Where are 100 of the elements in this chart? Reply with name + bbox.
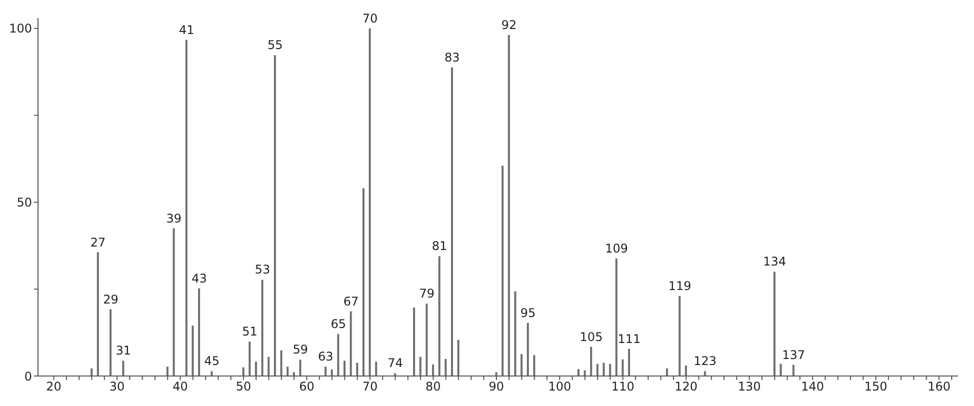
bar: [337, 334, 340, 376]
bar: [609, 364, 612, 376]
bar: [628, 348, 630, 376]
y-tick-label: 0: [24, 369, 32, 384]
annotation: 27: [90, 235, 106, 250]
bar: [261, 280, 264, 376]
x-tick-label: 130: [738, 380, 761, 394]
bar: [438, 256, 440, 376]
bar: [368, 28, 371, 376]
bar: [210, 371, 213, 376]
annotation: 67: [343, 294, 359, 308]
bar: [122, 360, 124, 376]
x-tick-label: 60: [299, 380, 314, 394]
bar: [330, 369, 333, 376]
annotation: 109: [605, 242, 628, 256]
annotation: 92: [501, 18, 517, 32]
x-tick-label: 30: [109, 380, 125, 394]
x-tick-label: 50: [236, 380, 252, 394]
bar: [185, 40, 188, 376]
annotation: 31: [116, 344, 131, 358]
bar: [198, 288, 200, 376]
bar: [596, 364, 598, 376]
bar: [350, 311, 352, 376]
bar: [166, 366, 168, 376]
x-tick-label: 80: [426, 380, 441, 394]
annotation: 137: [782, 348, 806, 362]
bar: [280, 350, 282, 376]
bar: [704, 371, 706, 376]
bar: [508, 35, 510, 376]
x-tick-label: 100: [548, 380, 572, 394]
annotation: 95: [520, 306, 536, 320]
bar: [457, 340, 460, 376]
x-tick-label: 110: [611, 380, 634, 394]
bar: [678, 296, 681, 376]
y-tick-label: 50: [16, 195, 32, 210]
annotation: 29: [103, 292, 118, 306]
annotation: 63: [318, 350, 334, 364]
bar: [274, 55, 276, 376]
x-tick-label: 140: [801, 380, 824, 394]
bar: [584, 370, 586, 376]
annotation: 59: [292, 342, 308, 357]
bar: [375, 362, 378, 376]
bar: [286, 366, 289, 376]
bar: [96, 252, 99, 376]
bar: [622, 359, 624, 376]
bar: [502, 166, 504, 376]
bar: [684, 366, 687, 376]
bar: [248, 342, 251, 376]
bar: [356, 362, 358, 376]
bar: [792, 364, 794, 376]
bar: [432, 364, 434, 376]
annotation: 70: [362, 11, 378, 26]
bar: [254, 362, 257, 376]
annotation: 105: [580, 330, 603, 344]
bar: [242, 367, 244, 376]
annotation: 45: [204, 354, 220, 368]
bar: [533, 355, 536, 376]
bar: [90, 368, 93, 376]
annotation: 51: [242, 324, 258, 339]
x-tick-label: 20: [46, 380, 62, 394]
annotation: 83: [444, 50, 460, 64]
bar: [413, 308, 416, 376]
bar: [520, 354, 523, 376]
bar: [615, 258, 618, 376]
bar: [666, 368, 668, 376]
bar: [192, 326, 194, 376]
annotation: 123: [694, 354, 717, 368]
bar: [344, 360, 346, 376]
annotation: 111: [618, 332, 641, 346]
bar: [324, 366, 327, 376]
bar: [394, 373, 396, 376]
annotation: 65: [330, 316, 346, 331]
bar: [299, 360, 302, 376]
bar: [514, 291, 516, 376]
annotation: 119: [668, 279, 692, 294]
annotation: 41: [178, 22, 194, 37]
x-tick-label: 150: [864, 380, 888, 394]
bar: [773, 272, 776, 376]
x-tick-label: 160: [928, 380, 950, 394]
bar: [172, 228, 175, 376]
x-tick-label: 120: [674, 380, 698, 394]
bar: [602, 362, 605, 376]
annotation: 74: [388, 356, 403, 370]
y-tick-label: 100: [9, 22, 32, 36]
bar: [110, 309, 112, 376]
bar: [526, 322, 529, 376]
bar: [495, 372, 498, 376]
bar: [292, 372, 295, 376]
annotation: 39: [166, 211, 182, 226]
annotation: 81: [432, 239, 448, 254]
annotation: 79: [419, 286, 435, 301]
x-tick-label: 90: [488, 380, 504, 394]
x-tick-label: 40: [172, 380, 188, 394]
bar: [590, 346, 592, 376]
annotation: 55: [267, 38, 283, 52]
bar: [419, 356, 422, 376]
annotation: 43: [192, 271, 207, 286]
bar: [780, 364, 782, 376]
x-tick-label: 70: [362, 380, 378, 394]
annotation: 53: [254, 262, 270, 277]
